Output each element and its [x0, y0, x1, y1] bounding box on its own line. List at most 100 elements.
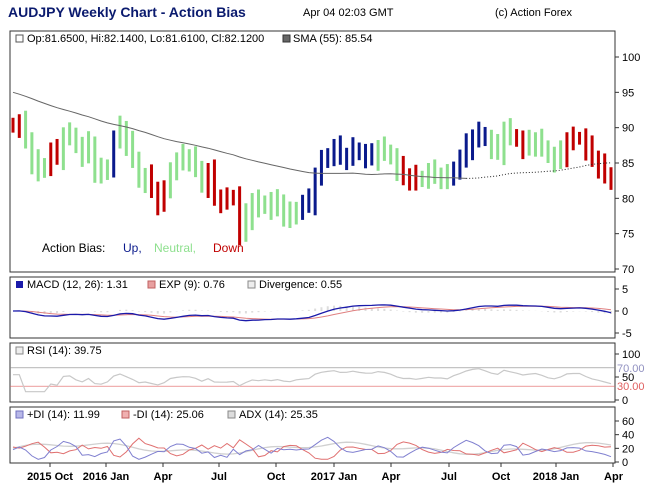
- price-bar: [42, 158, 46, 178]
- price-bar: [313, 167, 317, 216]
- price-bar: [338, 135, 342, 165]
- price-bar: [55, 138, 59, 165]
- price-bar: [578, 131, 582, 145]
- sma-line-dotted: [466, 162, 612, 179]
- price-bar: [370, 143, 374, 166]
- price-bar: [231, 189, 235, 206]
- price-bar: [445, 164, 449, 190]
- price-bar: [68, 122, 72, 146]
- price-bar: [590, 135, 594, 167]
- price-bar: [225, 187, 229, 210]
- exp-legend-swatch: [147, 280, 156, 289]
- adx-legend: ADX (14): 25.35: [239, 409, 318, 421]
- divergence-legend: Divergence: 0.55: [259, 279, 342, 291]
- panel-price: [9, 30, 616, 273]
- price-bar: [49, 142, 53, 177]
- x-tick-label: 2016 Jan: [83, 471, 130, 483]
- price-bar: [584, 128, 588, 161]
- price-bar: [105, 159, 109, 180]
- price-bar: [269, 191, 273, 220]
- price-bar: [212, 159, 216, 206]
- price-bar: [609, 167, 613, 190]
- price-bar: [515, 129, 519, 147]
- price-bar: [489, 129, 493, 160]
- macd-line: [12, 304, 612, 322]
- price-bar: [527, 129, 531, 156]
- price-bar: [238, 186, 242, 246]
- ohlc-legend: Op:81.6500, Hi:82.1400, Lo:81.6100, Cl:8…: [27, 33, 264, 45]
- price-bar: [99, 157, 103, 184]
- price-bar: [540, 128, 544, 157]
- sma-legend: SMA (55): 85.54: [293, 33, 373, 45]
- x-tick-label: Jul: [441, 471, 457, 483]
- macd-divergence-bars: [18, 305, 612, 314]
- price-bar: [533, 132, 537, 157]
- price-bar: [546, 140, 550, 163]
- price-bar: [464, 133, 468, 168]
- x-tick-label: 2015 Oct: [27, 471, 73, 483]
- price-bar: [256, 189, 260, 218]
- exp-legend: EXP (9): 0.76: [159, 279, 225, 291]
- price-bar: [80, 136, 84, 167]
- price-bar: [74, 127, 78, 154]
- price-bars: [11, 110, 613, 246]
- price-bar: [181, 143, 185, 171]
- price-bar: [408, 168, 412, 191]
- price-bar: [288, 201, 292, 229]
- price-bar: [414, 164, 418, 191]
- rsi-level-70-label: 70.00: [617, 363, 645, 375]
- bias-legend-neutral: Neutral,: [154, 241, 196, 255]
- price-bar: [24, 110, 28, 149]
- rsi-level-30-label: 30.00: [617, 381, 645, 393]
- macd-tick-label: 0: [622, 306, 628, 318]
- price-bar: [382, 136, 386, 161]
- price-bar: [420, 170, 424, 188]
- price-bar: [307, 188, 311, 213]
- x-tick-label: 2018 Jan: [533, 471, 580, 483]
- price-tick-label: 85: [622, 158, 634, 170]
- price-bar: [194, 146, 198, 178]
- dmi-tick-label: 40: [622, 430, 634, 442]
- price-tick-label: 80: [622, 193, 634, 205]
- rsi-legend: RSI (14): 39.75: [27, 345, 102, 357]
- chart-title: AUDJPY Weekly Chart - Action Bias: [8, 4, 246, 20]
- price-bar: [389, 144, 393, 165]
- price-bar: [596, 150, 600, 179]
- rsi-tick-label: 50: [622, 372, 634, 384]
- plus-di-line: [12, 436, 612, 460]
- chart-date: Apr 04 02:03 GMT: [303, 7, 394, 19]
- x-tick-label: Apr: [382, 471, 402, 483]
- price-bar: [477, 121, 481, 148]
- macd-legend-swatch: [16, 281, 23, 288]
- rsi-tick-label: 100: [622, 349, 640, 361]
- price-tick-label: 100: [622, 52, 640, 64]
- dmi-tick-label: 20: [622, 443, 634, 455]
- macd-tick-label: -5: [622, 328, 632, 340]
- price-tick-label: 75: [622, 229, 634, 241]
- dmi-tick-label: 60: [622, 416, 634, 428]
- price-bar: [131, 130, 135, 168]
- price-bar: [206, 163, 210, 198]
- minus-di-legend-swatch: [121, 410, 130, 419]
- price-tick-label: 70: [622, 264, 634, 276]
- price-bar: [93, 136, 97, 183]
- bias-legend-down: Down: [213, 241, 244, 255]
- plus-di-legend: +DI (14): 11.99: [27, 409, 100, 421]
- price-bar: [149, 164, 153, 198]
- sma-legend-swatch: [282, 34, 291, 43]
- rsi-line: [13, 368, 612, 393]
- plus-di-legend-swatch: [15, 410, 24, 419]
- price-bar: [565, 132, 569, 168]
- price-bar: [502, 121, 506, 166]
- dmi-tick-label: 0: [622, 457, 628, 469]
- price-bar: [439, 167, 443, 190]
- x-tick-label: Oct: [492, 471, 511, 483]
- price-bar: [244, 203, 248, 242]
- divergence-legend-swatch: [247, 280, 256, 289]
- price-bar: [168, 162, 172, 199]
- minus-di-line: [12, 437, 612, 460]
- price-bar: [124, 120, 128, 156]
- price-bar: [508, 118, 512, 146]
- price-tick-label: 90: [622, 123, 634, 135]
- price-bar: [357, 142, 361, 161]
